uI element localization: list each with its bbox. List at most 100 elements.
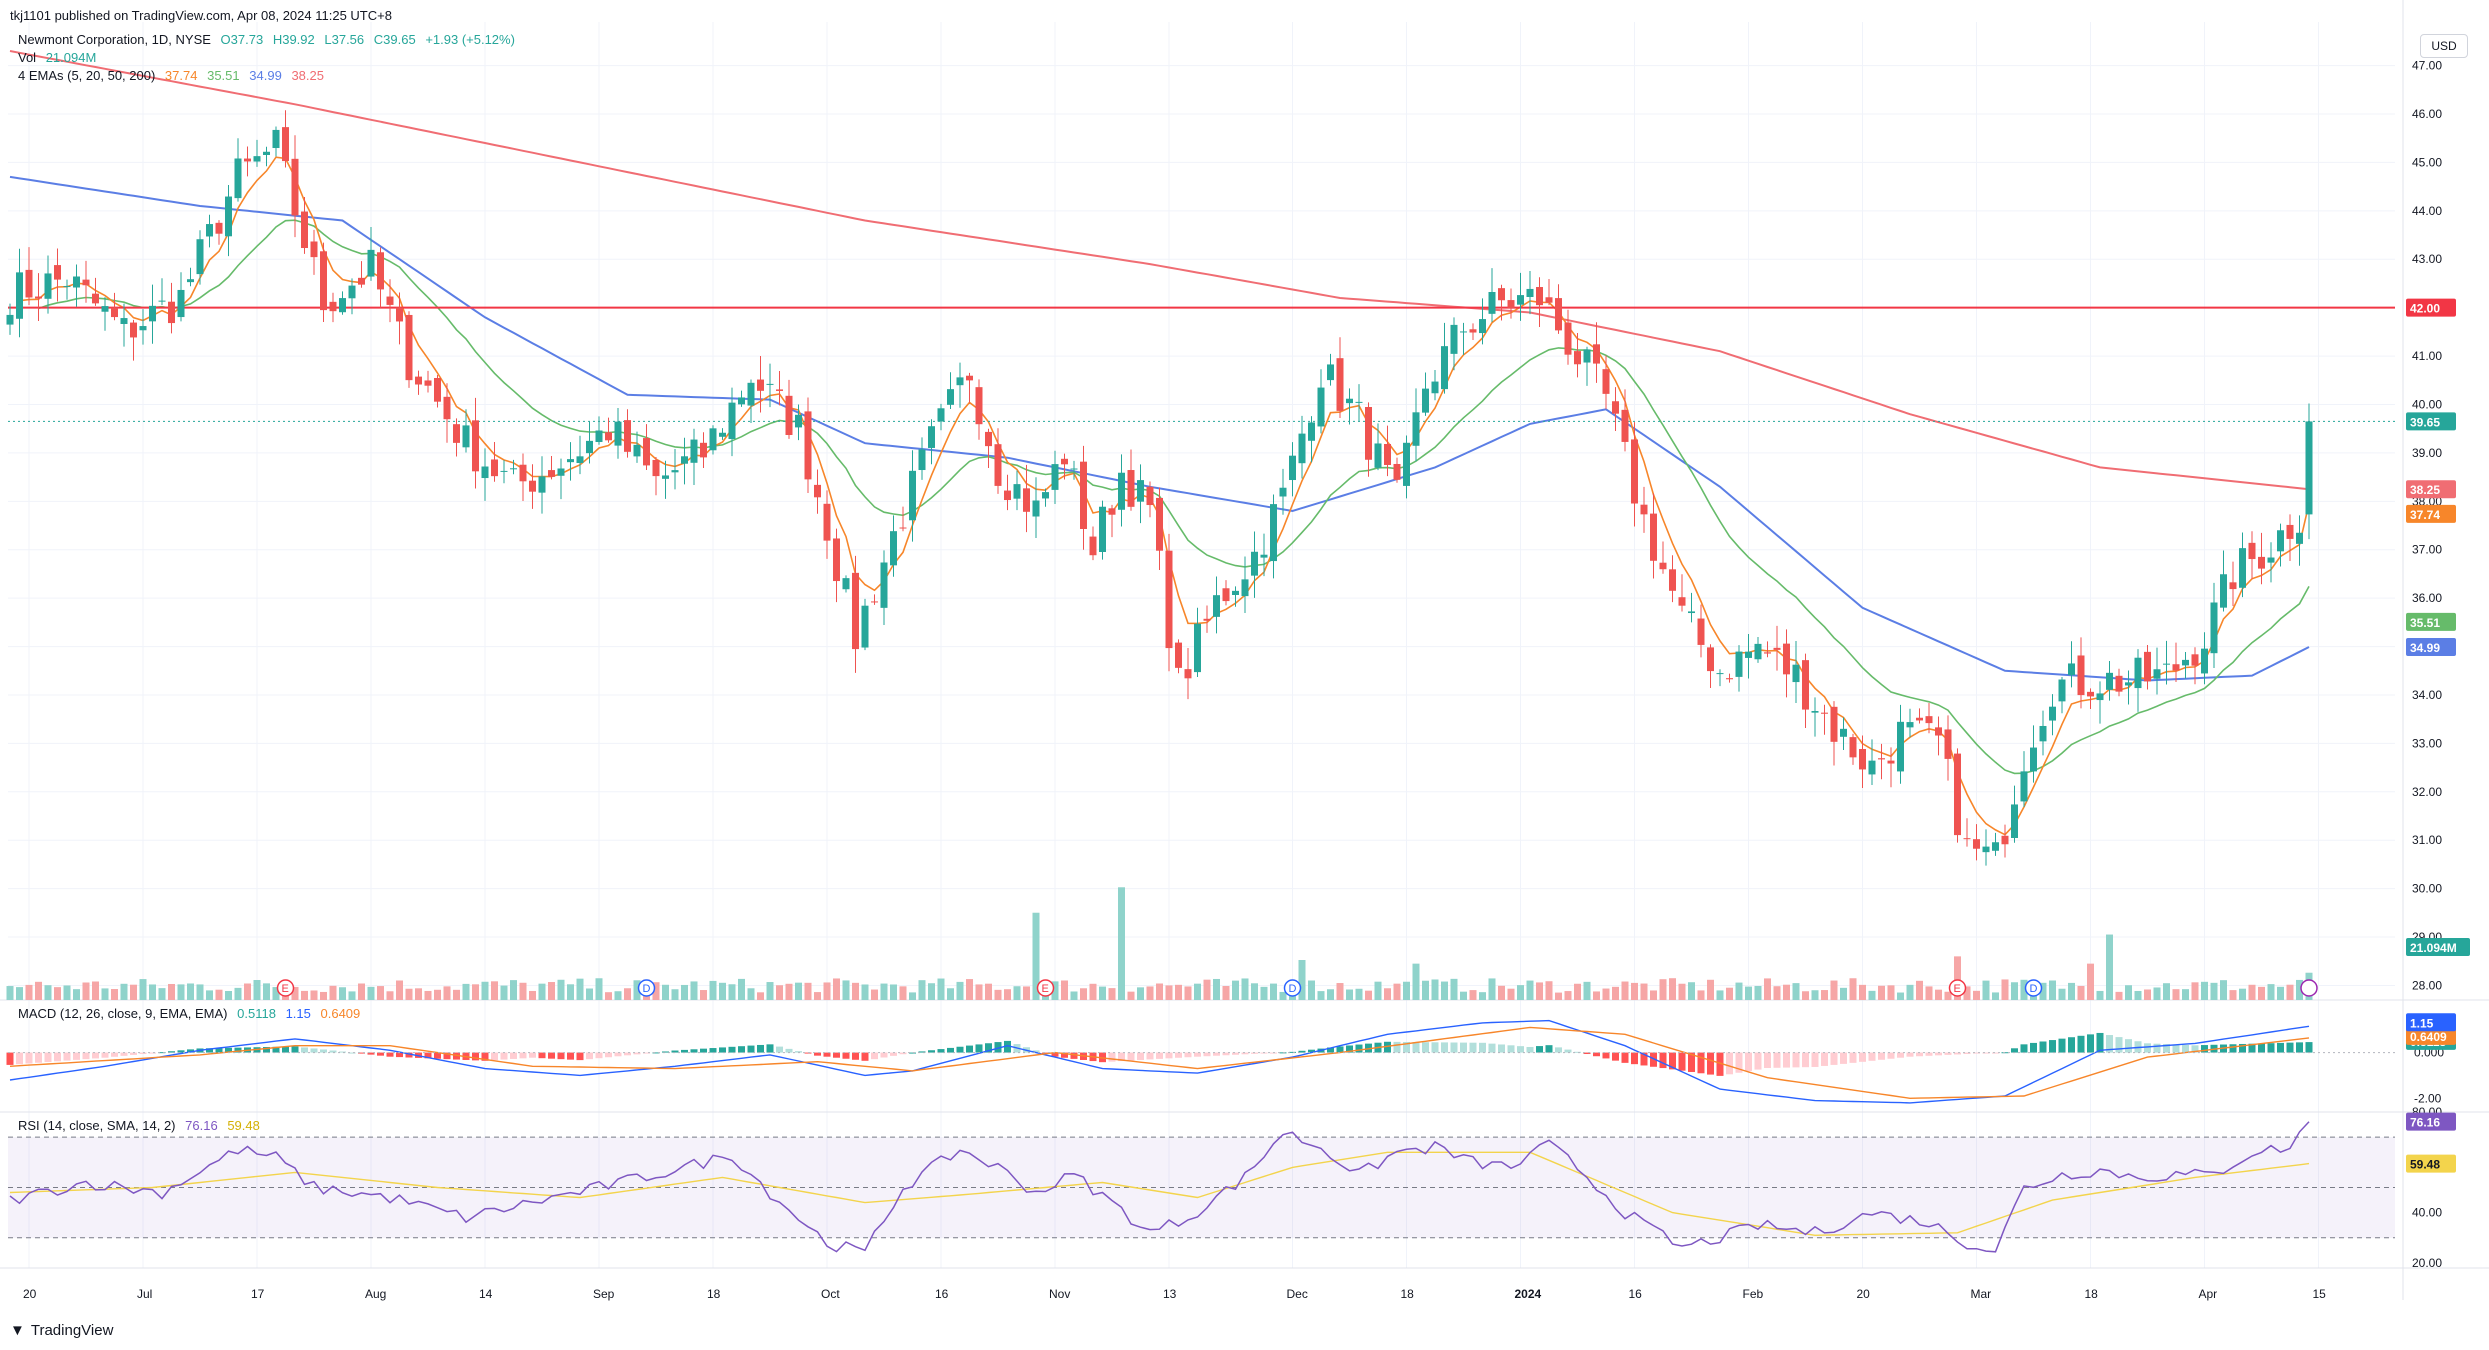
candle-body [1051, 464, 1059, 490]
volume-bar [994, 989, 1002, 1000]
macd-hist-bar [700, 1048, 707, 1053]
candle-body [1678, 597, 1686, 606]
candle [1621, 389, 1629, 452]
candle [1061, 453, 1068, 480]
candle-body [918, 449, 926, 471]
candle [1374, 423, 1382, 471]
macd-hist-bar [1042, 1052, 1049, 1054]
candle [111, 292, 118, 321]
price-axis-label: 38.25 [2410, 483, 2440, 497]
volume-bar [510, 980, 517, 1000]
candle [2087, 688, 2094, 709]
macd-hist-bar [2096, 1032, 2104, 1053]
candle [139, 309, 147, 345]
volume-bar [1260, 986, 1268, 1000]
candle-body [263, 151, 270, 155]
volume-bar [1194, 983, 1201, 1000]
volume-bar [529, 990, 536, 1000]
candle-body [491, 459, 498, 477]
candle [1099, 500, 1106, 560]
candle [130, 319, 137, 361]
volume-bar [880, 983, 888, 1000]
candle [1536, 277, 1543, 327]
macd-hist-bar [918, 1051, 926, 1053]
candle [2258, 532, 2265, 585]
volume-bar [1422, 980, 1429, 1000]
candle [2068, 641, 2075, 688]
macd-hist-bar [548, 1052, 555, 1059]
macd-hist-bar [1716, 1052, 1724, 1076]
macd-label[interactable]: MACD (12, 26, close, 9, EMA, EMA) [18, 1006, 228, 1021]
currency-button[interactable]: USD [2420, 34, 2468, 58]
candle-body [2229, 582, 2237, 590]
candle-body [709, 428, 717, 451]
candle-body [1365, 406, 1372, 460]
volume-bar [2163, 983, 2170, 1000]
candle-body [2153, 669, 2161, 679]
volume-bar [1080, 988, 1087, 1000]
candle-body [1222, 588, 1230, 602]
volume-bar [1013, 986, 1021, 1000]
candle-body [2001, 835, 2009, 845]
macd-hist-bar [225, 1047, 232, 1053]
candle-body [6, 314, 14, 325]
candle [510, 459, 517, 475]
candle [2030, 725, 2037, 783]
tradingview-logo[interactable]: ▼ TradingView [10, 1322, 113, 1339]
candle-body [1004, 490, 1011, 501]
macd-hist-bar [1640, 1052, 1648, 1066]
candle-body [2134, 657, 2142, 689]
volume-bar [1982, 980, 1990, 1000]
candle [557, 458, 565, 500]
macd-hist-bar [2191, 1045, 2199, 1053]
macd-hist-bar [1621, 1052, 1629, 1063]
candle-body [1574, 351, 1581, 365]
candle-body [1251, 551, 1258, 576]
price-axis-label-bg [2406, 504, 2456, 523]
volume-bar [301, 990, 308, 1000]
candle [2286, 514, 2294, 562]
time-tick-label: Jul [137, 1287, 152, 1301]
candle [795, 404, 802, 441]
macd-histogram [6, 1032, 2313, 1076]
macd-line [9, 1019, 2310, 1104]
macd-hist-bar [728, 1046, 736, 1053]
candle-body [1992, 842, 1999, 851]
volume-label[interactable]: Vol [18, 50, 37, 65]
candle-body [2039, 725, 2047, 742]
rsi-axis-label-bg [2406, 1112, 2456, 1131]
candle [652, 457, 660, 496]
volume-bar [1745, 986, 1752, 1000]
volume-bars [6, 887, 2313, 1000]
candle-body [2144, 651, 2151, 682]
volume-bar [1336, 983, 1344, 1000]
candle-body [1270, 504, 1277, 562]
candle [1992, 832, 1999, 856]
volume-bar [329, 985, 337, 1000]
candle [804, 397, 812, 493]
macd-hist-bar [1108, 1052, 1116, 1062]
macd-hist-bar [1156, 1052, 1163, 1059]
time-tick-label: Nov [1049, 1287, 1070, 1301]
macd-hist-bar [1165, 1052, 1173, 1059]
macd-hist-bar [899, 1052, 907, 1055]
volume-bar [1716, 990, 1724, 1000]
macd-hist-bar [795, 1051, 802, 1053]
candle [1080, 445, 1087, 550]
volume-bar [1203, 979, 1211, 1000]
candle-body [994, 444, 1002, 486]
macd-hist-bar [1906, 1052, 1914, 1057]
time-tick-label: Dec [1287, 1287, 1308, 1301]
candle-body [1308, 422, 1315, 441]
symbol-title[interactable]: Newmont Corporation, 1D, NYSE [18, 32, 211, 47]
candle [54, 248, 61, 302]
candle [2210, 582, 2218, 669]
macd-hist-bar [348, 1052, 356, 1054]
volume-bar [700, 990, 707, 1000]
rsi-label[interactable]: RSI (14, close, SMA, 14, 2) [18, 1118, 176, 1133]
volume-bar [776, 985, 783, 1000]
candle [367, 226, 375, 281]
volume-bar [1650, 990, 1657, 1000]
ema-label[interactable]: 4 EMAs (5, 20, 50, 200) [18, 68, 156, 83]
